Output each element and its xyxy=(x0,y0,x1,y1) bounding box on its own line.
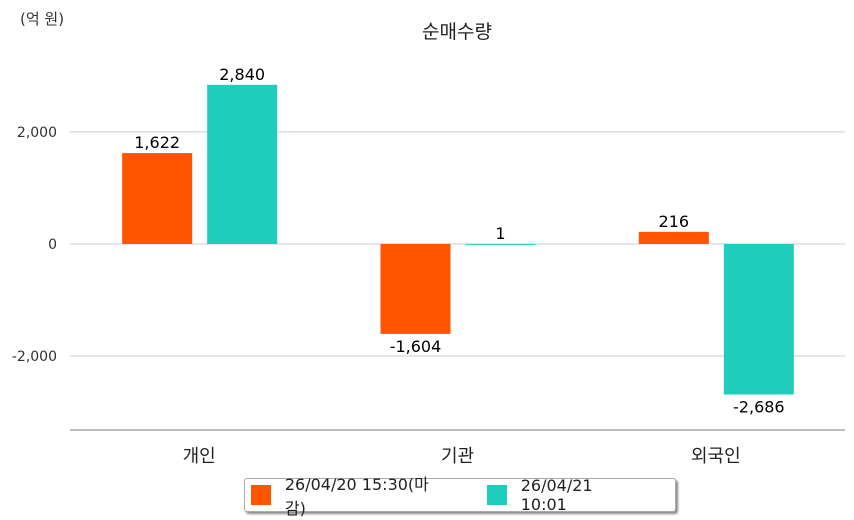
bar xyxy=(122,153,193,244)
legend-item-series-1[interactable]: 26/04/20 15:30(마감) xyxy=(251,471,449,519)
x-tick-label: 기관 xyxy=(441,446,474,467)
x-tick-label: 외국인 xyxy=(691,446,741,467)
chart-title: 순매수량 xyxy=(422,21,492,43)
legend-item-series-2[interactable]: 26/04/21 10:01 xyxy=(486,476,643,514)
legend-label: 26/04/21 10:01 xyxy=(520,476,593,514)
y-tick-label: 2,000 xyxy=(17,125,57,141)
bar xyxy=(723,243,794,395)
legend: 26/04/20 15:30(마감) 26/04/21 10:01 xyxy=(244,475,676,518)
x-tick-label: 개인 xyxy=(183,446,216,467)
data-label: 216 xyxy=(659,212,690,231)
bar xyxy=(465,243,536,245)
data-label: 1 xyxy=(495,224,505,243)
data-label: -1,604 xyxy=(390,337,442,356)
y-tick-label: -2,000 xyxy=(12,349,57,365)
bar xyxy=(638,231,709,244)
unit-label: (억 원) xyxy=(20,10,64,28)
bar xyxy=(207,84,278,244)
data-label: 1,622 xyxy=(134,133,180,152)
legend-swatch xyxy=(251,485,271,505)
data-label: -2,686 xyxy=(733,397,785,416)
legend-label: 26/04/20 15:30(마감) xyxy=(284,475,429,518)
data-label: 2,840 xyxy=(219,65,265,84)
y-tick-label: 0 xyxy=(48,237,57,253)
bar xyxy=(380,243,451,334)
legend-swatch xyxy=(486,485,507,505)
